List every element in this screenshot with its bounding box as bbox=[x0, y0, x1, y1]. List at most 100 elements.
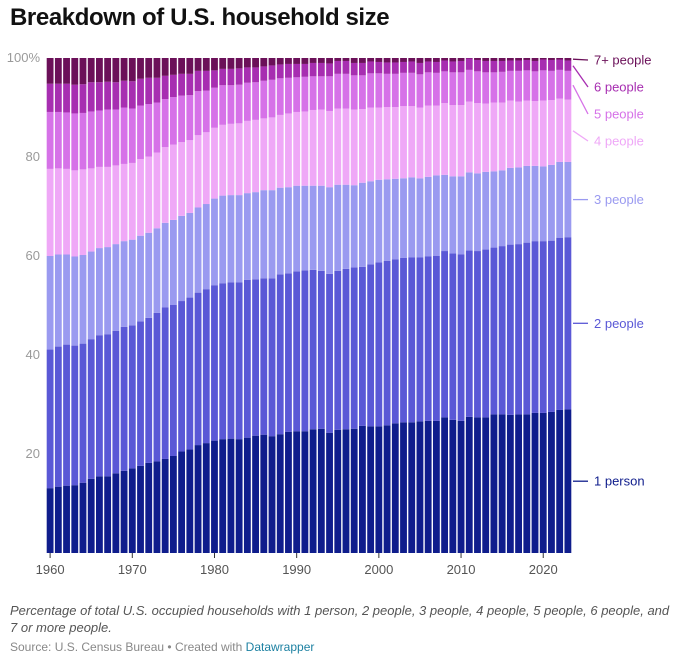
bar-segment-1968-series-5 bbox=[112, 82, 120, 110]
bar-segment-2003-series-2 bbox=[400, 178, 407, 258]
bar-segment-2000-series-6 bbox=[375, 58, 383, 62]
bar-segment-2018-series-0 bbox=[523, 414, 531, 553]
bar-segment-2007-series-4 bbox=[432, 72, 440, 106]
bar-segment-1961-series-3 bbox=[54, 168, 62, 255]
bar-segment-1973-series-0 bbox=[153, 461, 161, 553]
bar-segment-1987-series-1 bbox=[268, 278, 276, 437]
bar-segment-2021-series-4 bbox=[548, 70, 555, 101]
bar-segment-1999-series-4 bbox=[367, 73, 375, 108]
bar-segment-2001-series-4 bbox=[383, 73, 391, 108]
bar-segment-2002-series-4 bbox=[391, 73, 399, 107]
bar-segment-1975-series-1 bbox=[169, 305, 177, 456]
bar-segment-1973-series-4 bbox=[153, 102, 161, 153]
bar-segment-1994-series-1 bbox=[326, 273, 333, 433]
bar-segment-1990-series-3 bbox=[293, 111, 301, 186]
bar-segment-1985-series-5 bbox=[252, 67, 259, 83]
bar-segment-1980-series-2 bbox=[211, 198, 218, 286]
bar-segment-2009-series-2 bbox=[449, 176, 457, 254]
bar-segment-1981-series-5 bbox=[219, 68, 227, 86]
bar-segment-1989-series-3 bbox=[285, 113, 292, 188]
bar-segment-1994-series-2 bbox=[326, 187, 333, 274]
bar-segment-1992-series-3 bbox=[309, 109, 317, 186]
bar-segment-1963-series-0 bbox=[71, 485, 79, 553]
bar-segment-1971-series-6 bbox=[137, 58, 144, 79]
bar-segment-2007-series-1 bbox=[432, 256, 440, 421]
bar-segment-2002-series-6 bbox=[391, 58, 399, 63]
bar-segment-2010-series-2 bbox=[457, 176, 465, 255]
bar-segment-2006-series-2 bbox=[424, 176, 432, 257]
bar-segment-2003-series-5 bbox=[400, 61, 407, 73]
bar-segment-1964-series-5 bbox=[79, 84, 87, 113]
bar-segment-1986-series-5 bbox=[260, 66, 268, 81]
bar-segment-1997-series-2 bbox=[350, 185, 358, 268]
y-tick-label-40: 40 bbox=[26, 347, 40, 362]
bar-segment-1996-series-2 bbox=[342, 184, 350, 269]
bar-segment-1974-series-0 bbox=[161, 458, 169, 553]
bar-segment-1970-series-6 bbox=[128, 58, 136, 82]
bar-segment-2022-series-6 bbox=[556, 58, 564, 60]
bar-segment-2003-series-3 bbox=[400, 106, 407, 179]
bar-segment-1970-series-1 bbox=[128, 325, 136, 469]
bar-segment-2008-series-5 bbox=[441, 60, 449, 72]
bar-segment-1991-series-2 bbox=[301, 185, 309, 271]
chart-note: Percentage of total U.S. occupied househ… bbox=[10, 603, 670, 635]
bar-segment-2016-series-3 bbox=[506, 100, 514, 168]
bar-segment-1979-series-3 bbox=[202, 132, 210, 205]
bar-segment-1997-series-0 bbox=[350, 428, 358, 553]
datawrapper-link[interactable]: Datawrapper bbox=[245, 640, 315, 654]
bar-segment-1995-series-3 bbox=[334, 108, 342, 185]
bar-segment-1981-series-6 bbox=[219, 58, 227, 69]
bar-segment-2008-series-3 bbox=[441, 103, 449, 175]
x-axis: 1960 1970 1980 1990 2000 2010 2020 bbox=[36, 553, 558, 577]
bar-segment-1980-series-6 bbox=[211, 58, 218, 71]
bar-segment-1979-series-1 bbox=[202, 289, 210, 444]
bar-segment-2022-series-1 bbox=[556, 237, 564, 410]
bar-segment-1988-series-1 bbox=[276, 274, 284, 435]
bar-segment-2008-series-2 bbox=[441, 174, 449, 252]
bar-segment-2012-series-4 bbox=[474, 71, 481, 104]
series-label-3: 4 people bbox=[594, 134, 644, 149]
bar-segment-1962-series-6 bbox=[63, 58, 70, 84]
bar-segment-1976-series-2 bbox=[178, 215, 186, 302]
bar-segment-1985-series-4 bbox=[252, 82, 259, 120]
bar-segment-1976-series-5 bbox=[178, 73, 186, 96]
bar-segment-1972-series-1 bbox=[145, 317, 153, 463]
bar-segment-2004-series-1 bbox=[408, 257, 416, 423]
bar-segment-1996-series-1 bbox=[342, 268, 350, 430]
bar-segment-1987-series-3 bbox=[268, 117, 276, 191]
bar-segment-2013-series-1 bbox=[482, 249, 490, 418]
bar-segment-1966-series-3 bbox=[96, 166, 103, 249]
bar-segment-1993-series-5 bbox=[317, 62, 325, 77]
stacked-bar-chart: 20 40 60 80 100% 1960 1970 1980 1990 2000 2010 202… bbox=[7, 50, 652, 577]
bar-segment-2011-series-5 bbox=[465, 58, 473, 70]
bar-segment-1962-series-4 bbox=[63, 112, 70, 169]
bar-segment-1984-series-5 bbox=[243, 67, 251, 83]
bar-segment-2019-series-2 bbox=[531, 165, 539, 242]
bar-segment-1965-series-4 bbox=[87, 111, 95, 169]
bar-segment-2002-series-0 bbox=[391, 423, 399, 553]
bar-segment-1976-series-4 bbox=[178, 95, 186, 143]
bar-segment-2018-series-1 bbox=[523, 242, 531, 415]
bar-segment-1993-series-6 bbox=[317, 58, 325, 63]
bar-segment-2008-series-0 bbox=[441, 417, 449, 553]
bar-segment-1992-series-4 bbox=[309, 76, 317, 110]
bar-segment-1997-series-3 bbox=[350, 109, 358, 186]
bar-segment-2000-series-0 bbox=[375, 426, 383, 553]
bar-segment-1991-series-5 bbox=[301, 63, 309, 77]
bar-segment-1978-series-1 bbox=[194, 292, 202, 446]
bar-segment-2004-series-5 bbox=[408, 61, 416, 73]
bar-segment-1987-series-4 bbox=[268, 79, 276, 118]
bar-segment-1965-series-2 bbox=[87, 251, 95, 340]
bar-segment-2023-series-3 bbox=[564, 99, 572, 162]
series-label-5: 6 people bbox=[594, 80, 644, 95]
bar-segment-2012-series-5 bbox=[474, 59, 481, 72]
bar-segment-1972-series-4 bbox=[145, 104, 153, 157]
bar-segment-2004-series-6 bbox=[408, 58, 416, 62]
bar-segment-1973-series-6 bbox=[153, 58, 161, 78]
bar-segment-2006-series-0 bbox=[424, 420, 432, 553]
bar-segment-1972-series-6 bbox=[145, 58, 153, 78]
bar-segment-1974-series-3 bbox=[161, 147, 169, 223]
bar-segment-2007-series-3 bbox=[432, 105, 440, 176]
bar-segment-2007-series-6 bbox=[432, 58, 440, 62]
bar-segment-1978-series-2 bbox=[194, 207, 202, 293]
